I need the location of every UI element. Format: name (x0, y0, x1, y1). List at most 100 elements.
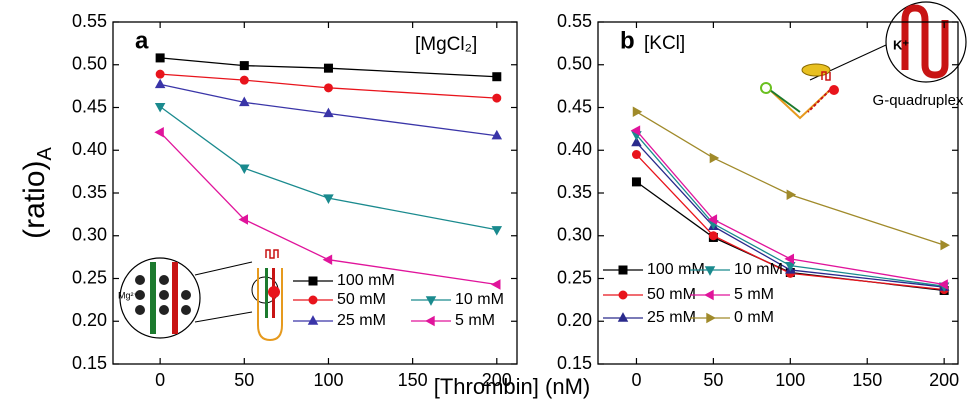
y-tick-label: 0.30 (72, 225, 107, 245)
y-tick-label: 0.50 (557, 54, 592, 74)
legend-label: 25 mM (337, 312, 386, 329)
x-tick-label: 0 (631, 370, 641, 390)
marker (239, 61, 249, 71)
marker (785, 261, 796, 272)
marker (784, 253, 795, 265)
y-axis-label-sub: A (34, 147, 56, 161)
annotation: [KCl] (644, 33, 685, 54)
marker (786, 189, 797, 200)
y-tick-label: 0.20 (557, 310, 592, 330)
y-tick-label: 0.40 (72, 139, 107, 159)
series-line (160, 73, 497, 99)
series-line (636, 111, 945, 246)
marker (631, 177, 641, 187)
y-tick-label: 0.50 (72, 54, 107, 74)
marker (155, 69, 165, 79)
marker (154, 102, 166, 113)
marker (630, 125, 641, 136)
marker (709, 152, 720, 164)
inset-label: K⁺ (893, 37, 909, 52)
y-tick-label: 0.35 (72, 182, 107, 202)
marker (631, 150, 641, 160)
y-tick-label: 0.45 (557, 96, 592, 116)
legend-label: 50 mM (337, 291, 386, 308)
legend-marker (618, 265, 628, 275)
x-tick-label: 100 (313, 370, 343, 390)
legend-label: 0 mM (734, 309, 774, 326)
marker (323, 63, 333, 73)
marker (492, 93, 502, 103)
x-tick-label: 50 (234, 370, 254, 390)
marker (154, 127, 164, 138)
x-tick-label: 150 (852, 370, 882, 390)
marker (492, 72, 502, 82)
y-tick-label: 0.35 (557, 182, 592, 202)
marker (323, 83, 333, 93)
legend-marker (425, 315, 435, 327)
legend-label: 100 mM (337, 272, 395, 289)
legend-label: 10 mM (455, 291, 504, 308)
legend-label: 10 mM (734, 261, 783, 278)
marker (239, 164, 250, 175)
marker (239, 96, 250, 107)
marker (708, 231, 718, 241)
marker (155, 53, 165, 63)
legend-marker (308, 295, 318, 305)
legend-label: 5 mM (455, 312, 495, 329)
legend-label: 25 mM (647, 309, 696, 326)
x-tick-label: 100 (775, 370, 805, 390)
marker (239, 75, 249, 85)
legend-marker (704, 289, 714, 301)
marker (322, 254, 333, 265)
y-tick-label: 0.25 (72, 267, 107, 287)
series-line (159, 131, 497, 286)
marker (238, 214, 248, 225)
legend-marker (617, 312, 629, 322)
y-tick-label: 0.30 (557, 225, 592, 245)
annotation: [MgCl₂] (415, 34, 477, 55)
y-axis-label-text: (ratio) (18, 161, 51, 239)
legend-marker (618, 290, 628, 300)
y-axis-label: (ratio)A (18, 147, 56, 239)
marker (323, 194, 334, 204)
y-tick-label: 0.45 (72, 96, 107, 116)
inset-a (119, 249, 283, 342)
series-line (635, 154, 945, 291)
panel-label: a (135, 27, 149, 54)
x-tick-label: 150 (398, 370, 428, 390)
legend-marker (307, 315, 319, 325)
marker (154, 78, 166, 89)
series-line (160, 57, 497, 78)
legend-label: 50 mM (647, 286, 696, 303)
legend-label: 5 mM (734, 286, 774, 303)
legend-marker (704, 266, 716, 276)
y-tick-label: 0.55 (72, 11, 107, 31)
series-line (635, 134, 945, 287)
inset-caption: G-quadruplex (873, 92, 964, 109)
inset-label: Mg²⁺ (118, 290, 138, 300)
legend-marker (308, 276, 318, 286)
series-line (159, 106, 497, 231)
x-tick-label: 0 (155, 370, 165, 390)
x-tick-label: 200 (929, 370, 959, 390)
marker (938, 279, 948, 290)
y-tick-label: 0.25 (557, 267, 592, 287)
series-line (635, 142, 945, 288)
y-tick-label: 0.20 (72, 310, 107, 330)
legend-marker (706, 312, 716, 324)
marker (707, 214, 718, 225)
y-tick-label: 0.40 (557, 139, 592, 159)
marker (491, 129, 503, 140)
panel-label: b (620, 27, 635, 54)
series-line (159, 83, 497, 137)
x-tick-label: 200 (482, 370, 512, 390)
marker (631, 136, 642, 147)
y-tick-label: 0.15 (557, 353, 592, 373)
marker (323, 107, 334, 118)
legend-marker (425, 296, 437, 306)
legend-label: 100 mM (647, 261, 705, 278)
x-tick-label: 50 (703, 370, 723, 390)
marker (940, 239, 950, 251)
y-tick-label: 0.55 (557, 11, 592, 31)
